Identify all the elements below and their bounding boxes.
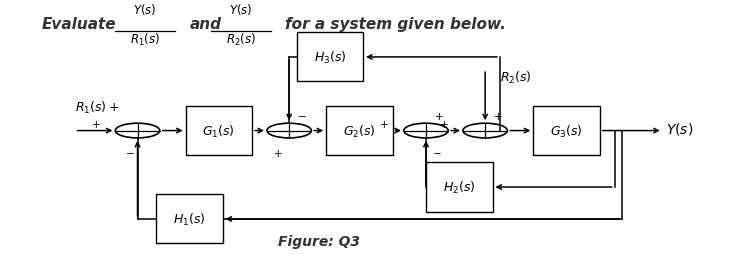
Text: for a system given below.: for a system given below. xyxy=(285,17,506,32)
Text: $G_1(s)$: $G_1(s)$ xyxy=(202,123,236,139)
FancyBboxPatch shape xyxy=(426,163,493,212)
Text: $H_1(s)$: $H_1(s)$ xyxy=(173,211,205,227)
Text: $Y(s)$: $Y(s)$ xyxy=(229,2,253,17)
Text: and: and xyxy=(189,17,222,32)
Text: +: + xyxy=(380,120,389,130)
Text: −: − xyxy=(298,111,307,121)
Text: $R_2(s)$: $R_2(s)$ xyxy=(500,70,532,86)
Text: $H_3(s)$: $H_3(s)$ xyxy=(313,50,346,66)
Text: +: + xyxy=(494,111,502,121)
Text: $H_2(s)$: $H_2(s)$ xyxy=(443,179,476,195)
Text: $Y(s)$: $Y(s)$ xyxy=(666,121,694,137)
FancyBboxPatch shape xyxy=(534,107,599,155)
Text: $Y(s)$: $Y(s)$ xyxy=(133,2,156,17)
Text: +: + xyxy=(435,111,443,121)
Text: $R_1(s)$: $R_1(s)$ xyxy=(130,32,160,48)
Text: Figure: Q3: Figure: Q3 xyxy=(278,234,359,248)
Text: Evaluate: Evaluate xyxy=(41,17,116,32)
FancyBboxPatch shape xyxy=(296,33,363,82)
Text: $R_2(s)$: $R_2(s)$ xyxy=(226,32,256,48)
Text: $G_2(s)$: $G_2(s)$ xyxy=(343,123,376,139)
Text: −: − xyxy=(433,148,442,158)
FancyBboxPatch shape xyxy=(185,107,252,155)
Text: +: + xyxy=(273,148,282,158)
FancyBboxPatch shape xyxy=(326,107,393,155)
Text: +: + xyxy=(92,120,101,130)
Text: $R_1(s)+$: $R_1(s)+$ xyxy=(75,99,119,115)
Text: $G_3(s)$: $G_3(s)$ xyxy=(550,123,583,139)
FancyBboxPatch shape xyxy=(156,195,222,244)
Text: −: − xyxy=(126,148,135,158)
Text: +: + xyxy=(439,120,448,130)
